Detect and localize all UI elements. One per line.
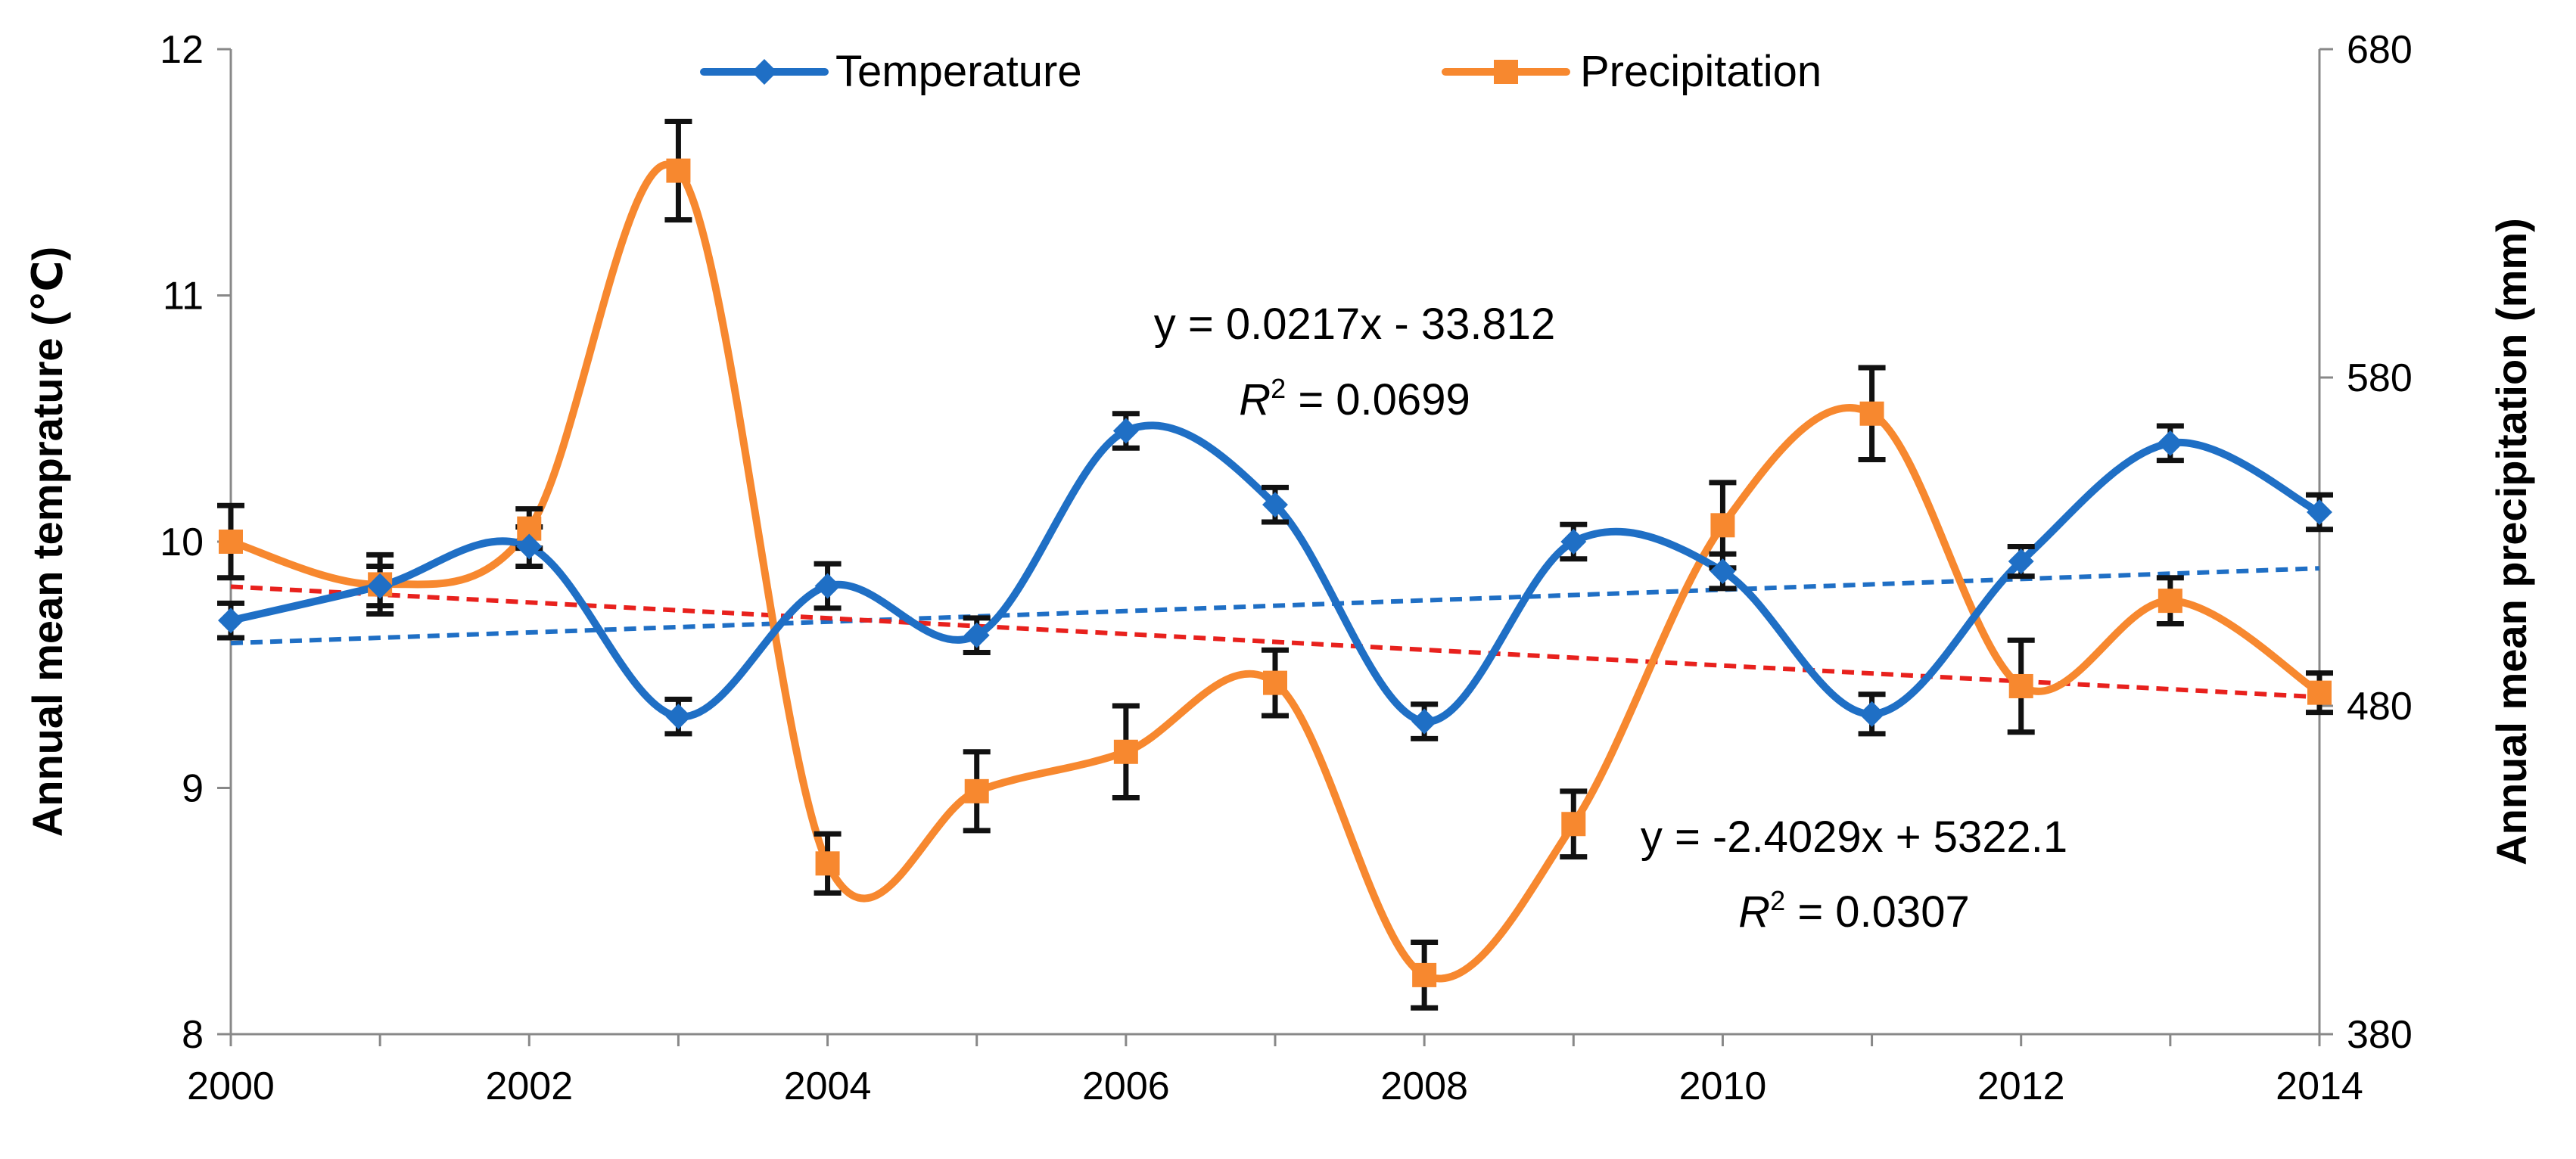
legend-entry-temperature: Temperature: [700, 47, 1082, 96]
data-point-precipitation: [1561, 812, 1586, 837]
x-tick-label: 2014: [2276, 1064, 2363, 1108]
data-point-precipitation: [815, 851, 840, 876]
data-point-precipitation: [2158, 589, 2182, 614]
y-axis-left-title: Annual mean temprature (℃): [23, 247, 71, 837]
data-point-temperature: [367, 573, 394, 599]
x-tick-label: 2008: [1380, 1064, 1468, 1108]
data-point-temperature: [1859, 701, 1885, 727]
y-right-tick-label: 580: [2347, 356, 2413, 400]
data-point-temperature: [1112, 418, 1139, 444]
data-point-precipitation: [1113, 739, 1138, 764]
y-left-tick-label: 12: [160, 28, 204, 72]
x-tick-label: 2012: [1977, 1064, 2065, 1108]
y-right-tick-label: 480: [2347, 685, 2413, 729]
data-point-precipitation: [1710, 513, 1735, 538]
trendline-temperature: [230, 566, 2320, 646]
data-point-precipitation: [219, 530, 243, 554]
trend-annotations: y = 0.0217x - 33.812 R2 = 0.0699 y = -2.…: [1154, 300, 2067, 937]
temperature-r2-superscript: 2: [1271, 373, 1286, 404]
precipitation-r2-value: = 0.0307: [1785, 887, 1970, 937]
data-point-precipitation: [1263, 670, 1287, 695]
precipitation-r2-superscript: 2: [1770, 885, 1785, 916]
data-point-precipitation: [1859, 401, 1884, 426]
trendline-precipitation: [230, 584, 2320, 700]
data-point-temperature: [1411, 708, 1438, 735]
ticks: 8 9 10 11 12 380 480 580 680 2000 2002 2004 2006 2008…: [160, 28, 2413, 1108]
legend-entry-precipitation: Precipitation: [1442, 47, 1822, 96]
data-point-temperature: [1262, 492, 1288, 518]
y-left-tick-label: 11: [163, 275, 204, 318]
data-point-precipitation: [1412, 962, 1437, 987]
precipitation-trend-r2: R2 = 0.0307: [1738, 885, 1969, 937]
series-markers: [218, 158, 2332, 987]
x-tick-label: 2010: [1679, 1064, 1767, 1108]
temperature-trend-equation: y = 0.0217x - 33.812: [1154, 300, 1555, 349]
y-left-tick-label: 9: [182, 767, 204, 811]
y-axis-right-title: Annual mean precipitation (mm): [2487, 218, 2535, 865]
data-point-precipitation: [2008, 673, 2033, 698]
y-right-tick-label: 680: [2347, 28, 2413, 72]
data-point-temperature: [2157, 430, 2183, 456]
y-right-tick-label: 380: [2347, 1013, 2413, 1057]
legend-marker-precipitation: [1494, 60, 1518, 84]
x-tick-label: 2006: [1082, 1064, 1170, 1108]
data-point-precipitation: [964, 778, 989, 803]
axes: [229, 49, 2321, 1036]
trendlines: [230, 566, 2320, 700]
precipitation-r2-symbol: R: [1738, 887, 1770, 937]
data-point-temperature: [963, 622, 990, 648]
data-point-temperature: [814, 573, 841, 599]
data-point-temperature: [218, 607, 244, 634]
x-tick-label: 2000: [187, 1064, 275, 1108]
x-tick-label: 2002: [485, 1064, 573, 1108]
legend-label-precipitation: Precipitation: [1580, 47, 1822, 96]
precipitation-trend-equation: y = -2.4029x + 5322.1: [1641, 813, 2067, 862]
y-left-tick-label: 8: [182, 1013, 204, 1057]
y-left-tick-label: 10: [160, 520, 204, 564]
data-point-temperature: [665, 704, 692, 730]
legend: Temperature Precipitation: [700, 47, 1822, 96]
temperature-r2-value: = 0.0699: [1286, 375, 1470, 424]
data-point-precipitation: [2307, 680, 2332, 705]
legend-label-temperature: Temperature: [835, 47, 1082, 96]
x-tick-label: 2004: [784, 1064, 872, 1108]
legend-marker-temperature: [751, 59, 777, 85]
temperature-r2-symbol: R: [1239, 375, 1271, 424]
data-point-precipitation: [666, 158, 691, 183]
temperature-trend-r2: R2 = 0.0699: [1239, 373, 1470, 424]
data-point-temperature: [516, 533, 543, 560]
